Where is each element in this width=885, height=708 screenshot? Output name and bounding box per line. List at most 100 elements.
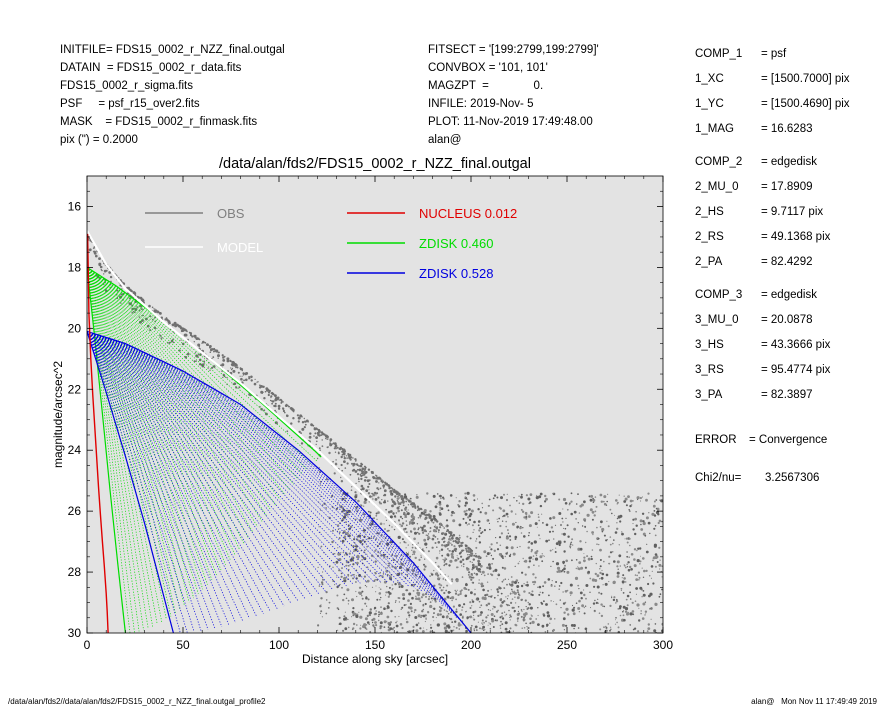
obs-point — [603, 605, 606, 608]
obs-point — [367, 485, 370, 488]
obs-point — [384, 528, 386, 530]
obs-point — [212, 365, 216, 368]
obs-point — [488, 563, 491, 567]
obs-point — [319, 484, 321, 486]
obs-point — [360, 462, 363, 465]
obs-point — [447, 509, 450, 512]
obs-point — [477, 557, 481, 560]
obs-point — [423, 588, 425, 590]
obs-point — [423, 509, 427, 512]
obs-point — [284, 411, 286, 414]
obs-point — [406, 511, 408, 513]
obs-point — [562, 560, 565, 564]
obs-point — [627, 568, 631, 572]
obs-point — [518, 560, 520, 562]
obs-point — [652, 557, 655, 560]
obs-point — [545, 497, 548, 501]
obs-point — [392, 512, 395, 515]
obs-point — [385, 519, 388, 521]
obs-point — [401, 517, 404, 520]
obs-point — [331, 443, 333, 445]
obs-point — [423, 563, 425, 566]
obs-point — [634, 532, 637, 536]
obs-point — [566, 570, 570, 574]
obs-point — [364, 584, 366, 587]
obs-point — [473, 554, 476, 557]
obs-point — [533, 540, 537, 544]
obs-point — [481, 573, 483, 575]
obs-point — [485, 604, 488, 607]
obs-point — [388, 594, 390, 596]
obs-point — [491, 619, 495, 623]
obs-point — [580, 566, 584, 570]
obs-point — [502, 509, 506, 513]
obs-point — [269, 399, 272, 402]
obs-point — [390, 493, 392, 496]
obs-point — [642, 521, 646, 526]
obs-point — [456, 537, 460, 540]
obs-point — [639, 547, 642, 550]
param-value: = psf — [761, 48, 787, 60]
obs-point — [368, 623, 370, 625]
obs-point — [599, 548, 602, 552]
obs-point — [273, 394, 275, 396]
obs-point — [473, 630, 475, 632]
obs-point — [369, 631, 372, 633]
legend-label: ZDISK 0.460 — [419, 236, 493, 251]
zdisk-fan-line — [87, 331, 409, 587]
obs-point — [344, 617, 348, 620]
header-middle-line: CONVBOX = '101, 101' — [428, 62, 548, 74]
header-middle-line: MAGZPT = 0. — [428, 80, 544, 92]
obs-point — [652, 559, 654, 562]
obs-point — [466, 524, 468, 526]
obs-point — [442, 536, 446, 540]
obs-point — [356, 555, 360, 559]
obs-point — [367, 598, 370, 601]
obs-point — [613, 539, 615, 541]
obs-point — [633, 564, 637, 568]
obs-point — [616, 517, 619, 520]
obs-point — [443, 626, 447, 630]
obs-point — [340, 575, 343, 578]
obs-point — [534, 522, 538, 526]
obs-point — [509, 627, 512, 630]
obs-point — [423, 582, 425, 584]
obs-point — [515, 513, 517, 515]
obs-point — [378, 611, 380, 614]
obs-point — [473, 572, 476, 575]
obs-point — [461, 589, 463, 592]
obs-point — [325, 591, 328, 594]
obs-point — [472, 531, 474, 533]
obs-point — [473, 520, 476, 524]
obs-point — [446, 529, 449, 531]
obs-point — [345, 597, 348, 600]
obs-point — [445, 525, 448, 528]
zdisk-fan-line — [87, 331, 333, 590]
obs-point — [505, 613, 508, 616]
obs-point — [411, 518, 414, 521]
obs-point — [342, 508, 346, 512]
obs-point — [548, 539, 550, 541]
obs-point — [584, 525, 586, 528]
obs-point — [575, 559, 578, 561]
obs-point — [600, 614, 604, 618]
obs-point — [600, 603, 603, 606]
obs-point — [215, 350, 217, 352]
obs-point — [334, 553, 336, 555]
obs-point — [410, 610, 413, 613]
obs-point — [472, 566, 475, 569]
obs-point — [454, 549, 457, 551]
obs-point — [492, 497, 495, 500]
obs-point — [492, 557, 495, 560]
obs-point — [474, 610, 477, 613]
obs-point — [514, 596, 516, 598]
obs-point — [378, 592, 382, 595]
obs-point — [362, 471, 366, 474]
obs-point — [577, 566, 579, 568]
obs-point — [504, 587, 506, 589]
obs-point — [605, 539, 608, 542]
obs-point — [360, 624, 362, 626]
obs-point — [594, 572, 597, 576]
obs-point — [303, 417, 305, 420]
obs-point — [450, 552, 454, 556]
